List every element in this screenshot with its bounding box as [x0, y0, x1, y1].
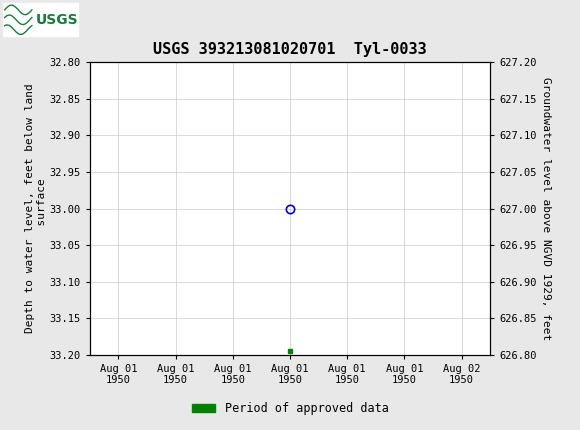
- Bar: [3, 3, 78, 37]
- Text: USGS: USGS: [36, 13, 78, 27]
- Y-axis label: Depth to water level, feet below land
  surface: Depth to water level, feet below land su…: [26, 84, 47, 333]
- Legend: Period of approved data: Period of approved data: [187, 397, 393, 420]
- Title: USGS 393213081020701  Tyl-0033: USGS 393213081020701 Tyl-0033: [153, 42, 427, 57]
- Y-axis label: Groundwater level above NGVD 1929, feet: Groundwater level above NGVD 1929, feet: [541, 77, 551, 340]
